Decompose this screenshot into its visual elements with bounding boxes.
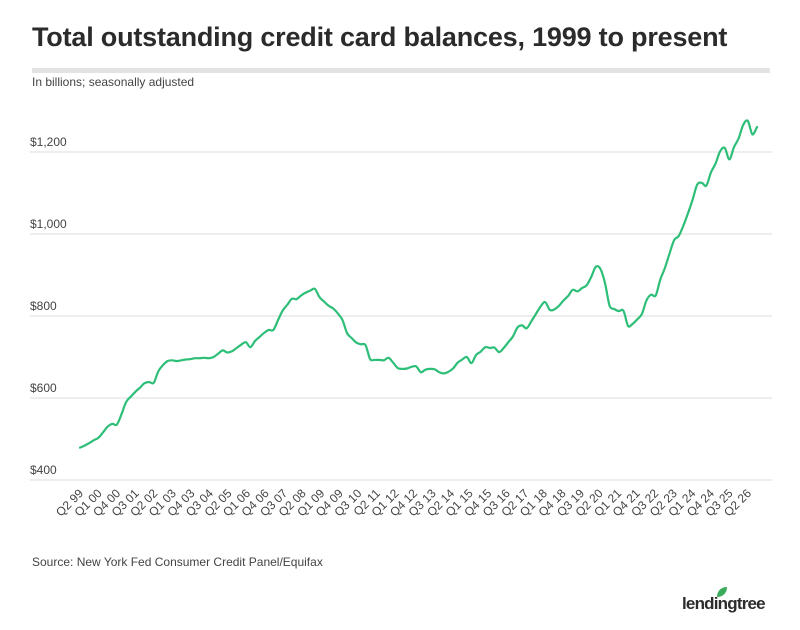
series-layer	[78, 119, 759, 449]
y-tick-label: $800	[30, 299, 57, 313]
lendingtree-logo: lendingtree	[682, 586, 772, 616]
y-tick-label: $600	[30, 381, 57, 395]
chart-subtitle: In billions; seasonally adjusted	[32, 75, 195, 89]
series-line-balances	[78, 119, 759, 449]
y-tick-label: $1,200	[30, 135, 67, 149]
chart-title: Total outstanding credit card balances, …	[32, 22, 728, 52]
y-tick-label: $1,000	[30, 217, 67, 231]
grid-lines	[30, 151, 772, 481]
y-axis-tick-labels: $400 $600 $800 $1,000 $1,200	[30, 135, 67, 477]
y-tick-label: $400	[30, 463, 57, 477]
source-note: Source: New York Fed Consumer Credit Pan…	[32, 555, 323, 569]
logo-wordmark: lendingtree	[682, 594, 766, 613]
title-divider	[32, 68, 770, 73]
leaf-icon	[717, 587, 727, 597]
